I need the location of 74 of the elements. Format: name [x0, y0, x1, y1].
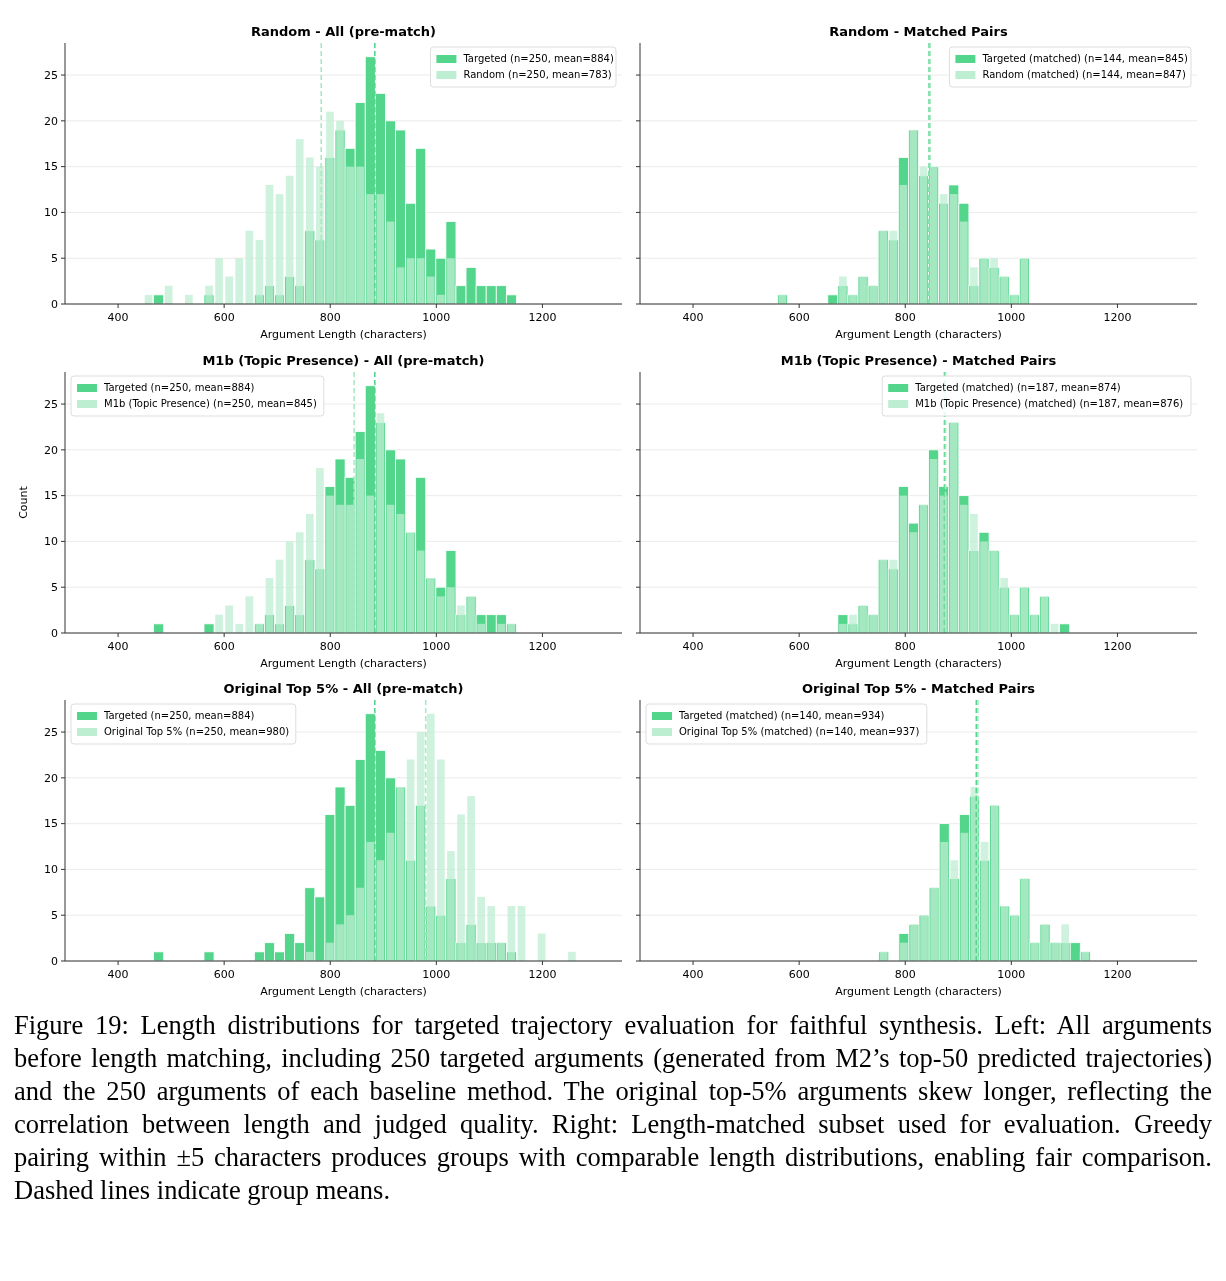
legend-label: Targeted (n=250, mean=884)	[103, 710, 255, 721]
x-tick-label: 800	[894, 311, 916, 324]
y-tick-label: 25	[44, 68, 58, 82]
x-tick-label: 600	[213, 640, 235, 653]
y-tick-label: 5	[51, 581, 58, 595]
y-axis-title: Count	[17, 485, 30, 519]
x-tick-label: 800	[319, 311, 341, 324]
y-tick-label: 15	[44, 817, 58, 831]
x-tick-label: 1000	[997, 640, 1026, 653]
y-tick-label: 0	[51, 954, 58, 968]
x-tick-label: 600	[788, 640, 810, 653]
y-tick-label: 10	[44, 206, 58, 220]
y-tick-label: 25	[44, 725, 58, 739]
chart-title: Random - Matched Pairs	[829, 24, 1008, 39]
x-tick-label: 1200	[528, 311, 557, 324]
y-tick-label: 0	[51, 626, 58, 640]
x-tick-label: 1200	[1103, 640, 1132, 653]
chart-title: Original Top 5% - All (pre-match)	[223, 681, 464, 696]
x-tick-label: 600	[213, 968, 235, 981]
legend-label: Original Top 5% (matched) (n=140, mean=937)	[679, 726, 920, 737]
x-tick-label: 1000	[997, 311, 1026, 324]
legend-label: Original Top 5% (n=250, mean=980)	[104, 726, 290, 737]
x-tick-label: 1200	[1103, 311, 1132, 324]
y-tick-label: 10	[44, 863, 58, 877]
x-tick-label: 800	[319, 640, 341, 653]
x-tick-label: 400	[682, 640, 704, 653]
chart-title: M1b (Topic Presence) - All (pre-match)	[202, 353, 485, 368]
x-tick-label: 400	[107, 640, 129, 653]
legend-label: Targeted (n=250, mean=884)	[462, 53, 614, 64]
y-tick-label: 15	[44, 160, 58, 174]
x-tick-label: 1000	[422, 311, 451, 324]
y-tick-label: 20	[44, 443, 58, 457]
y-tick-label: 15	[44, 489, 58, 503]
x-tick-label: 1000	[997, 968, 1026, 981]
x-tick-label: 1000	[422, 640, 451, 653]
x-axis-title: Argument Length (characters)	[260, 657, 427, 670]
y-tick-label: 0	[51, 297, 58, 311]
x-tick-label: 800	[319, 968, 341, 981]
x-tick-label: 1200	[1103, 968, 1132, 981]
legend-label: Random (n=250, mean=783)	[463, 69, 612, 80]
caption: Figure 19: Length distributions for targeted trajectory evaluation for faithful synthesis. Left: All arguments before length matching, including 250 targeted arguments (generated from M2’s top-50 predicted trajectories) and the 250 arguments of each baseline method. The original top-5% arguments skew longer, reflecting the correlation between length and judged quality. Right: Length-matched subset used for evaluation. Greedy pairing within ±5 characters produces groups with comparable length distributions, enabling fair comparison. Dashed lines indicate group means.	[13, 1009, 1213, 1207]
legend-label: M1b (Topic Presence) (matched) (n=187, mean=876)	[915, 398, 1184, 409]
x-tick-label: 400	[682, 311, 704, 324]
legend-label: M1b (Topic Presence) (n=250, mean=845)	[104, 398, 317, 409]
x-axis-title: Argument Length (characters)	[835, 657, 1002, 670]
x-axis-title: Argument Length (characters)	[835, 328, 1002, 341]
legend-label: Targeted (matched) (n=144, mean=845)	[981, 53, 1189, 64]
x-axis-title: Argument Length (characters)	[835, 985, 1002, 998]
chart-title: M1b (Topic Presence) - Matched Pairs	[780, 353, 1057, 368]
x-tick-label: 1200	[528, 640, 557, 653]
legend-label: Random (matched) (n=144, mean=847)	[982, 69, 1186, 80]
x-tick-label: 1200	[528, 968, 557, 981]
x-tick-label: 800	[894, 640, 916, 653]
x-tick-label: 600	[788, 311, 810, 324]
legend-label: Targeted (matched) (n=187, mean=874)	[914, 382, 1121, 393]
x-tick-label: 800	[894, 968, 916, 981]
y-tick-label: 20	[44, 114, 58, 128]
x-tick-label: 400	[107, 968, 129, 981]
x-axis-title: Argument Length (characters)	[260, 328, 427, 341]
y-tick-label: 20	[44, 771, 58, 785]
legend-label: Targeted (matched) (n=140, mean=934)	[678, 710, 885, 721]
y-tick-label: 5	[51, 909, 58, 923]
chart-title: Random - All (pre-match)	[250, 24, 437, 39]
y-tick-label: 10	[44, 535, 58, 549]
x-tick-label: 1000	[422, 968, 451, 981]
x-tick-label: 600	[788, 968, 810, 981]
y-tick-label: 5	[51, 252, 58, 266]
x-tick-label: 600	[213, 311, 235, 324]
x-tick-label: 400	[682, 968, 704, 981]
chart-title: Original Top 5% - Matched Pairs	[801, 681, 1036, 696]
legend-label: Targeted (n=250, mean=884)	[103, 382, 255, 393]
y-tick-label: 25	[44, 397, 58, 411]
x-tick-label: 400	[107, 311, 129, 324]
x-axis-title: Argument Length (characters)	[260, 985, 427, 998]
